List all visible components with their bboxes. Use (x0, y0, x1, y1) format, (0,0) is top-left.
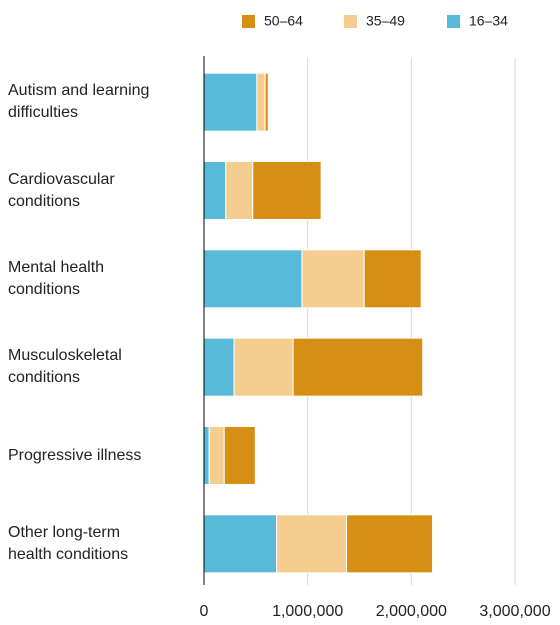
bar-segment (223, 426, 256, 485)
bar-segment (256, 72, 266, 132)
bar-segment (208, 426, 225, 485)
legend-label: 16–34 (469, 13, 508, 29)
category-label: Musculoskeletal conditions (8, 347, 122, 387)
x-tick-label: 0 (200, 603, 209, 620)
legend-label: 50–64 (264, 13, 303, 29)
bar-segment (233, 337, 294, 397)
category-label: Other long-term health conditions (8, 523, 129, 563)
category-label: Progressive illness (8, 446, 142, 464)
bar-segment (292, 337, 424, 397)
category-label: Autism and learning difficulties (8, 82, 150, 122)
legend-swatch (242, 15, 255, 28)
x-tick-label: 1,000,000 (272, 603, 343, 620)
bar-segment (203, 72, 258, 132)
bar-segment (203, 337, 235, 397)
bar-segment (264, 72, 269, 132)
legend-label: 35–49 (366, 13, 405, 29)
bar-segment (252, 161, 322, 220)
x-tick-label: 3,000,000 (479, 603, 550, 620)
legend-swatch (447, 15, 460, 28)
category-label: Mental health conditions (8, 258, 105, 298)
bar-segment (363, 249, 422, 309)
bar-segment (203, 426, 210, 485)
x-tick-label: 2,000,000 (376, 603, 447, 620)
bar-segment (203, 161, 227, 220)
bar-segment (276, 514, 348, 574)
bar-segment (203, 249, 303, 309)
bar-segment (301, 249, 365, 309)
bar-segment (346, 514, 434, 574)
legend-swatch (344, 15, 357, 28)
bar-segment (203, 514, 278, 574)
category-label: Cardiovascular conditions (8, 170, 115, 210)
bar-segment (225, 161, 254, 220)
